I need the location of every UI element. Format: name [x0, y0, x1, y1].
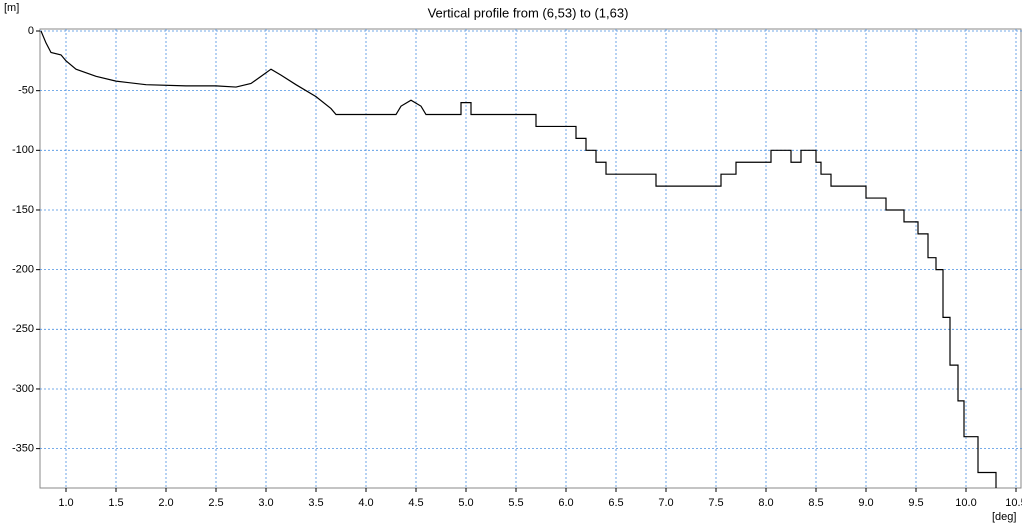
x-tick-label: 6.5 [608, 497, 623, 509]
x-tick-label: 10.5 [1005, 497, 1022, 509]
x-tick-label: 5.5 [508, 497, 523, 509]
x-axis-label: [deg] [992, 511, 1016, 523]
x-tick-label: 7.5 [708, 497, 723, 509]
x-tick-label: 2.0 [158, 497, 173, 509]
y-tick-label: -250 [12, 323, 34, 335]
x-tick-label: 4.5 [408, 497, 423, 509]
y-tick-label: -50 [18, 85, 34, 97]
y-tick-label: 0 [28, 25, 34, 37]
bottom-profile [40, 30, 997, 488]
x-tick-label: 4.0 [358, 497, 373, 509]
x-tick-label: 2.5 [208, 497, 223, 509]
plot-frame [39, 28, 1022, 489]
x-tick-label: 7.0 [658, 497, 673, 509]
x-tick-label: 5.0 [458, 497, 473, 509]
x-tick-label: 9.0 [858, 497, 873, 509]
y-tick-label: -150 [12, 204, 34, 216]
y-tick-label: -300 [12, 383, 34, 395]
x-tick-label: 1.0 [58, 497, 73, 509]
x-tick-label: 9.5 [908, 497, 923, 509]
chart-title: Vertical profile from (6,53) to (1,63) [428, 5, 629, 20]
y-axis-label: [m] [4, 2, 19, 14]
x-tick-label: 6.0 [558, 497, 573, 509]
x-tick-label: 8.5 [808, 497, 823, 509]
y-tick-label: -200 [12, 264, 34, 276]
y-tick-label: -100 [12, 144, 34, 156]
x-tick-label: 3.5 [308, 497, 323, 509]
x-tick-label: 10.0 [955, 497, 976, 509]
y-tick-label: -350 [12, 443, 34, 455]
x-tick-label: 1.5 [108, 497, 123, 509]
x-tick-label: 8.0 [758, 497, 773, 509]
x-tick-label: 3.0 [258, 497, 273, 509]
